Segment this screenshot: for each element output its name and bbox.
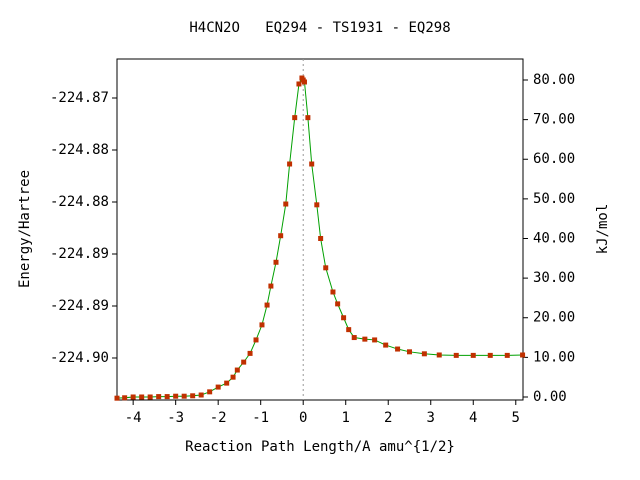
- data-point: [198, 392, 204, 398]
- y2-tick-label: 60.00: [533, 151, 575, 167]
- data-point: [323, 265, 329, 271]
- data-point: [330, 289, 336, 295]
- data-point: [395, 346, 401, 352]
- data-point: [273, 259, 279, 265]
- data-point: [207, 389, 213, 395]
- y-tick-label: -224.87: [50, 90, 109, 106]
- data-point: [268, 283, 274, 289]
- data-point: [362, 336, 368, 342]
- x-tick-label: 5: [512, 410, 520, 426]
- y-tick-label: -224.88: [50, 194, 109, 210]
- y2-tick-label: 10.00: [533, 349, 575, 365]
- y2-tick-label: 30.00: [533, 270, 575, 286]
- data-point: [487, 352, 493, 358]
- data-point: [470, 352, 476, 358]
- data-point: [309, 161, 315, 167]
- data-point: [305, 115, 311, 121]
- data-point: [335, 301, 341, 307]
- data-point: [122, 395, 128, 401]
- data-point: [351, 335, 357, 341]
- data-point: [372, 337, 378, 343]
- x-tick-label: -1: [252, 410, 269, 426]
- data-point: [341, 315, 347, 321]
- y2-tick-label: 40.00: [533, 230, 575, 246]
- data-point: [436, 352, 442, 358]
- data-point: [318, 235, 324, 241]
- y-tick-label: -224.89: [50, 298, 109, 314]
- data-point: [181, 393, 187, 399]
- y2-axis-label: kJ/mol: [595, 204, 611, 255]
- data-point: [173, 393, 179, 399]
- data-point: [190, 393, 196, 399]
- data-point: [130, 394, 136, 400]
- data-point: [139, 394, 145, 400]
- data-point: [421, 351, 427, 357]
- data-point: [259, 322, 265, 328]
- data-point: [147, 394, 153, 400]
- y2-tick-label: 80.00: [533, 72, 575, 88]
- data-point: [156, 394, 162, 400]
- x-tick-label: 3: [427, 410, 435, 426]
- data-point: [230, 374, 236, 380]
- data-point: [383, 342, 389, 348]
- data-point: [346, 327, 352, 333]
- data-point: [247, 350, 253, 356]
- data-point: [406, 349, 412, 355]
- x-tick-label: -2: [210, 410, 227, 426]
- y-axis-label: Energy/Hartree: [17, 170, 33, 288]
- x-axis-label: Reaction Path Length/A amu^{1/2}: [185, 439, 455, 455]
- data-point: [520, 352, 526, 358]
- y2-tick-label: 50.00: [533, 191, 575, 207]
- data-point: [314, 202, 320, 208]
- data-point: [224, 380, 230, 386]
- data-point: [278, 233, 284, 239]
- x-tick-label: -3: [167, 410, 184, 426]
- data-point: [292, 115, 298, 121]
- data-point: [283, 201, 289, 207]
- data-point: [264, 302, 270, 308]
- x-tick-label: 1: [342, 410, 350, 426]
- plot-frame: [116, 58, 524, 401]
- data-point: [234, 367, 240, 373]
- y2-tick-label: 0.00: [533, 389, 567, 405]
- chart-title: H4CN2O EQ294 - TS1931 - EQ298: [189, 20, 450, 36]
- data-point: [301, 79, 307, 85]
- data-point: [114, 395, 120, 401]
- y2-tick-label: 20.00: [533, 310, 575, 326]
- y-tick-label: -224.90: [50, 350, 109, 366]
- x-tick-label: -4: [125, 410, 142, 426]
- y-tick-label: -224.89: [50, 246, 109, 262]
- data-point: [253, 337, 259, 343]
- data-point: [215, 384, 221, 390]
- x-tick-label: 2: [384, 410, 392, 426]
- data-point: [287, 161, 293, 167]
- data-point: [296, 81, 302, 87]
- x-tick-label: 4: [469, 410, 477, 426]
- data-point: [241, 359, 247, 365]
- y-tick-label: -224.88: [50, 142, 109, 158]
- data-point: [453, 352, 459, 358]
- x-tick-label: 0: [299, 410, 307, 426]
- data-point: [164, 394, 170, 400]
- y2-tick-label: 70.00: [533, 112, 575, 128]
- data-point: [504, 352, 510, 358]
